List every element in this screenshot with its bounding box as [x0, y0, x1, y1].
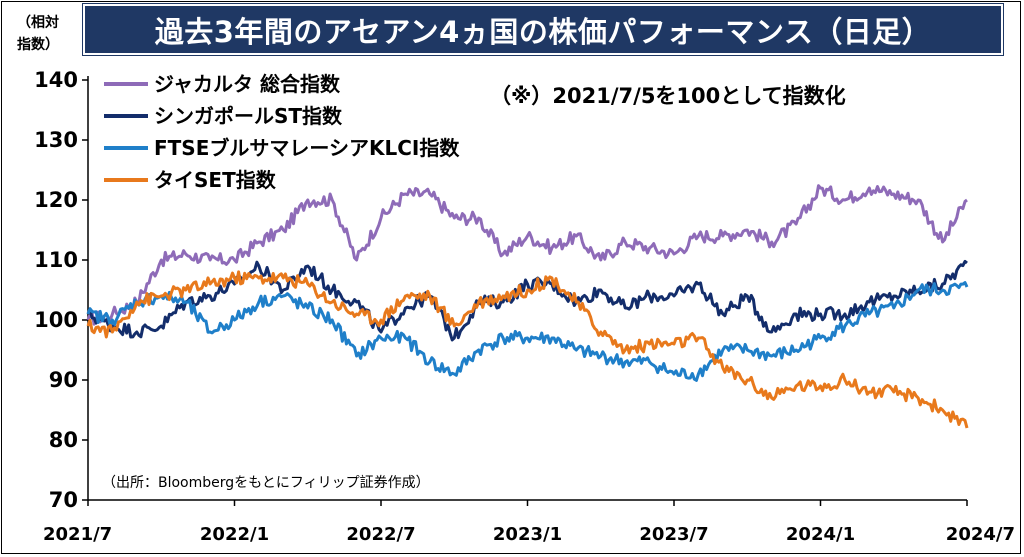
series-line-singapore [86, 259, 968, 342]
x-tick-label: 2023/1 [493, 524, 562, 545]
y-tick-label: 130 [34, 128, 78, 152]
x-tick-label: 2024/1 [786, 524, 855, 545]
series-line-ftse_klci [86, 281, 969, 382]
series-line-thai_set [86, 270, 969, 429]
legend-label-thai_set: タイSET指数 [154, 168, 277, 192]
x-tick-label: 2022/1 [200, 524, 269, 545]
series-line-jakarta [86, 184, 968, 326]
chart-title: 過去3年間のアセアン4ヵ国の株価パフォーマンス（日足） [154, 14, 932, 49]
legend-label-singapore: シンガポールST指数 [154, 104, 343, 128]
y-tick-label: 120 [34, 188, 78, 212]
y-tick-label: 80 [49, 428, 78, 452]
y-tick-label: 140 [34, 68, 78, 92]
x-tick-label: 2024/7 [946, 524, 1015, 545]
source-note: （出所：Bloombergをもとにフィリップ証券作成） [102, 475, 430, 491]
y-tick-label: 70 [49, 488, 78, 512]
chart-title-box: 過去3年間のアセアン4ヵ国の株価パフォーマンス（日足） [82, 3, 1004, 56]
index-note: （※）2021/7/5を100として指数化 [490, 84, 846, 108]
legend-label-jakarta: ジャカルタ 総合指数 [154, 72, 341, 96]
y-axis-unit-label: （相対 指数） [17, 15, 59, 53]
x-tick-label: 2023/7 [639, 524, 708, 545]
y-tick-label: 90 [49, 368, 78, 392]
x-tick-label: 2022/7 [346, 524, 415, 545]
legend-label-ftse_klci: FTSEブルサマレーシアKLCI指数 [154, 136, 460, 160]
y-tick-label: 110 [34, 248, 78, 272]
x-tick-label: 2021/7 [43, 524, 112, 545]
y-tick-label: 100 [34, 308, 78, 332]
